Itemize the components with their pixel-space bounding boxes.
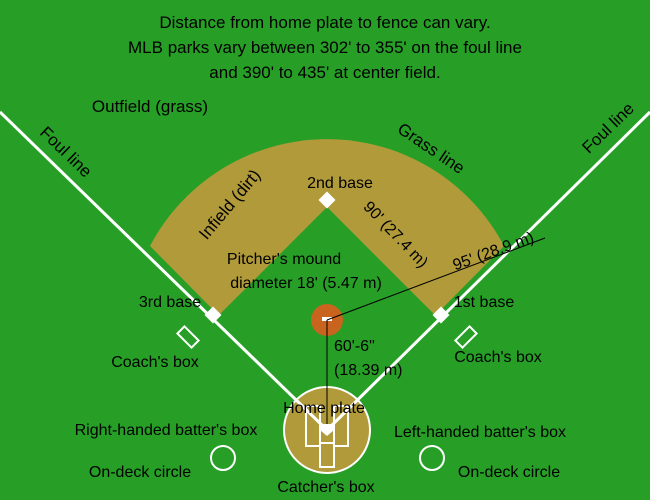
mound-distance-label-1: 60'-6" [334,338,375,355]
first-base-label: 1st base [454,294,515,311]
on-deck-circle-left [210,445,236,471]
pitchers-mound-label-2: diameter 18' (5.47 m) [230,275,382,292]
diagonal-measure-line [326,237,546,321]
home-plate [320,424,334,436]
catchers-box-label: Catcher's box [277,479,374,496]
on-deck-label-left: On-deck circle [89,464,191,481]
lh-batter-box-label: Left-handed batter's box [394,424,566,441]
on-deck-circle-right [419,445,445,471]
foul-line-left [0,110,329,432]
on-deck-label-right: On-deck circle [458,464,560,481]
header-line-1: Distance from home plate to fence can va… [159,13,490,32]
pitchers-rubber [322,317,332,321]
coach-box-label-left: Coach's box [111,354,199,371]
coach-box-right [453,324,479,350]
pitchers-mound-label-1: Pitcher's mound [227,251,341,268]
coach-box-left [175,324,201,350]
catchers-box [319,442,335,468]
foul-line-right [325,110,650,432]
coach-box-label-right: Coach's box [454,349,542,366]
second-base-label: 2nd base [307,175,373,192]
header-line-2: MLB parks vary between 302' to 355' on t… [128,38,522,57]
home-plate-label: Home plate [283,400,365,417]
header-line-3: and 390' to 435' at center field. [209,63,440,82]
third-base-label: 3rd base [139,294,201,311]
outfield-label: Outfield (grass) [92,97,208,116]
mound-distance-label-2: (18.39 m) [334,362,402,379]
rh-batter-box-label: Right-handed batter's box [75,422,258,439]
